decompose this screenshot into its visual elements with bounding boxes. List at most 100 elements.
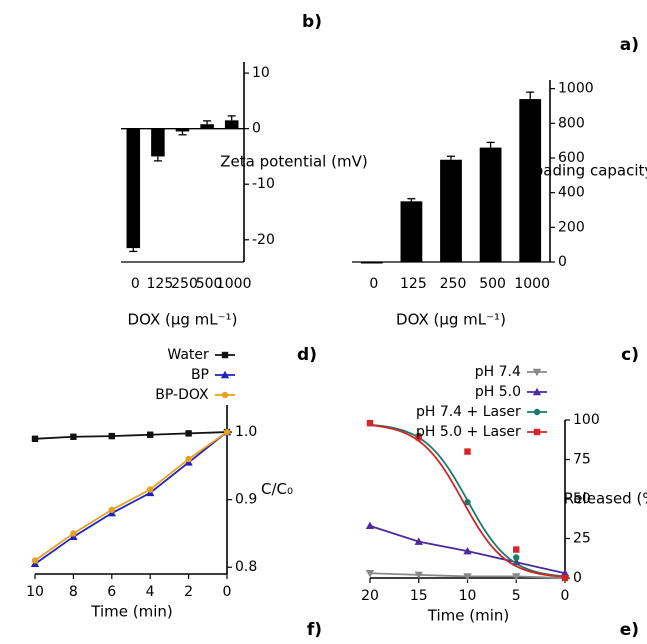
data-point [185,455,192,463]
data-point [70,433,77,440]
data-point [463,546,472,555]
legend-label: pH 7.4 + Laser [416,404,521,420]
series-line [369,424,566,578]
y-tick-label: 0 [573,570,582,586]
panel-label-e: e) [620,620,639,640]
data-point [365,521,375,530]
x-tick-label: 15 [410,588,428,604]
x-axis-label: Time (min) [90,603,172,621]
data-point [463,573,472,581]
panel-d: 0.8 0.9 1.0 0 2 4 6 8 10 Time (min) C/C₀ d) Water BP B… [26,345,317,621]
legend-marker [221,391,229,399]
data-point [185,430,192,437]
x-tick-label: 0 [131,276,140,292]
y-tick-label: 600 [558,150,585,166]
x-tick-label: 5 [512,588,521,604]
series-ph-5-0 [365,521,570,577]
x-tick-label: 0 [561,588,570,604]
data-point [512,573,521,581]
panel-label: d) [297,345,317,365]
y-tick-label: 200 [558,219,585,235]
data-point [366,419,374,427]
bar [126,128,141,249]
x-tick-label: 0 [223,584,232,600]
data-point [31,557,39,564]
x-tick-label: 0 [369,276,378,292]
bar [200,124,214,129]
data-point [365,570,375,578]
data-point [415,434,422,441]
data-point [513,554,520,561]
y-tick-label: 25 [573,531,591,547]
y-tick-label: 1.0 [235,424,257,440]
y-tick-label: 75 [573,452,591,468]
data-point [560,569,570,577]
x-tick-label: 250 [440,276,467,292]
bar [479,147,502,262]
y-tick-label: 0 [252,121,261,137]
legend-marker [532,368,542,377]
series-bp-dox [31,428,231,564]
bar [175,128,190,132]
x-tick-label: 10 [459,588,477,604]
x-tick-label: 6 [107,584,116,600]
data-point [464,498,471,506]
y-axis-label: Released (%) [564,490,647,508]
legend-label: pH 5.0 [475,384,521,400]
y-tick-label: 0.9 [235,492,257,508]
data-point [147,431,154,438]
series-ph-7-4 [365,570,570,583]
series-line [34,431,228,565]
x-tick-label: 125 [400,276,427,292]
data-point [108,432,115,440]
x-tick-label: 500 [479,276,506,292]
bar [224,120,239,129]
y-tick-label: 1000 [558,81,594,97]
x-tick-label: 8 [69,584,78,600]
x-tick-label: 1000 [216,276,252,292]
series-water [31,428,231,442]
bar [519,99,542,262]
series-line [34,431,228,562]
x-axis-label: DOX (µg mL⁻¹) [128,311,238,329]
data-point [70,530,77,537]
x-tick-label: 2 [184,584,193,600]
x-tick-label: 20 [361,588,379,604]
x-tick-label: 4 [146,584,155,600]
data-point [108,506,115,513]
data-point [464,448,471,455]
bar [151,128,165,157]
y-tick-label: 400 [558,185,585,201]
legend-marker [220,370,230,379]
legend-label: pH 7.4 [475,364,521,380]
x-tick-label: 250 [171,276,198,292]
data-point [223,428,231,436]
legend-label: BP-DOX [155,387,209,403]
y-axis-label: Zeta potential (mV) [220,153,367,171]
data-point [513,546,520,553]
panel-c: 0 25 50 75 100 0 5 10 15 20 Time (min) Released (%)… [361,345,647,625]
legend-marker [533,408,541,416]
y-axis-label: C/C₀ [261,480,293,498]
series-line [34,431,228,440]
x-axis-label: DOX (µg mL⁻¹) [396,311,506,329]
data-point [414,537,423,545]
panel-label: c) [621,345,639,365]
y-tick-label: 50 [573,491,591,507]
panel-label: a) [620,35,639,55]
legend-label: BP [191,367,209,383]
legend-marker [221,351,229,359]
panel-label-f: f) [307,620,322,640]
y-tick-label: 800 [558,115,585,131]
x-tick-label: 1000 [514,276,550,292]
bar [400,201,423,262]
y-tick-label: 0.8 [235,559,257,575]
y-tick-label: 0 [558,254,567,270]
x-tick-label: 10 [26,584,44,600]
legend-marker [532,387,542,396]
legend-label: Water [167,347,209,363]
series-ph-7-4-laser [366,419,569,582]
data-point [31,435,39,442]
